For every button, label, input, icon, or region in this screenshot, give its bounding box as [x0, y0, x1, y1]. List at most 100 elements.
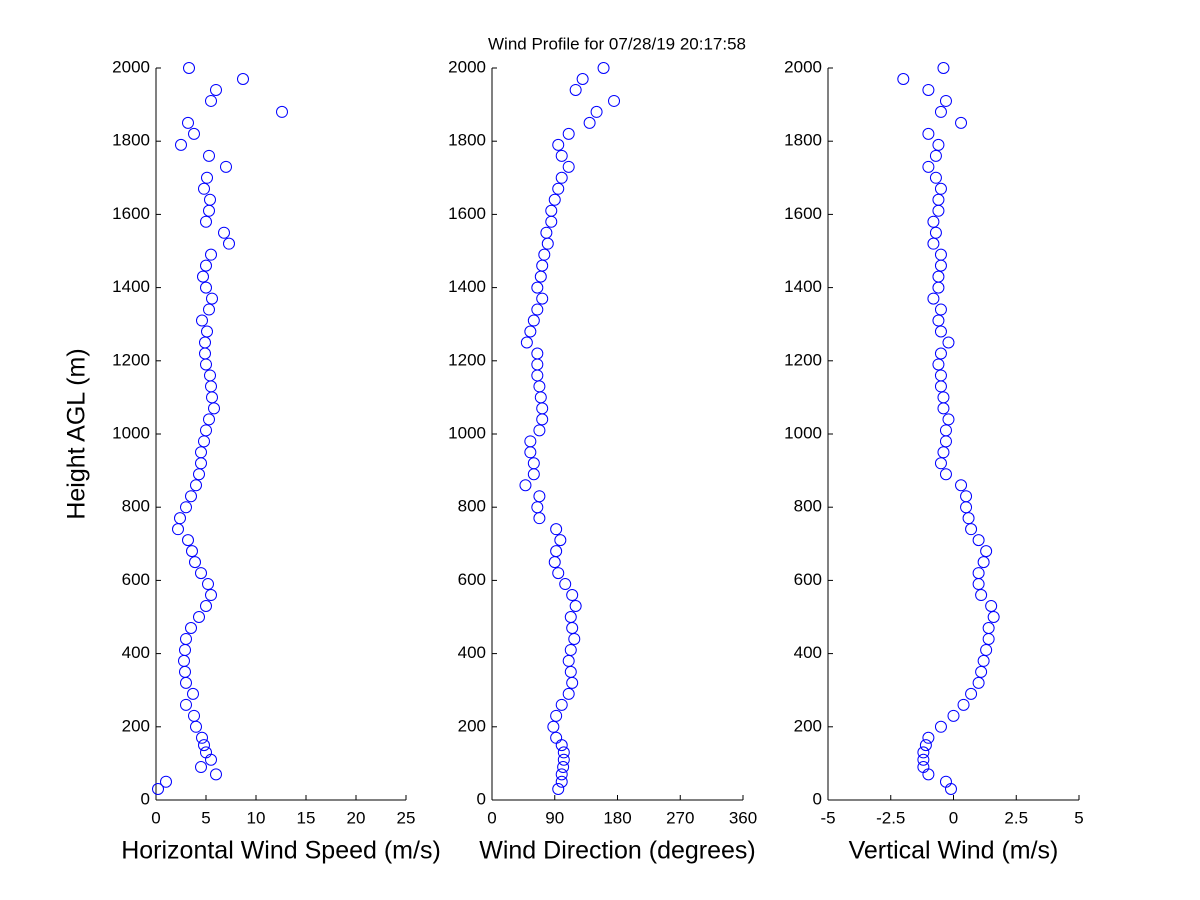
data-point — [965, 687, 978, 700]
data-point — [555, 768, 568, 781]
y-tick-label: 1600 — [112, 204, 150, 223]
data-point — [538, 248, 551, 261]
data-point — [188, 709, 200, 722]
y-tick-label: 1400 — [112, 277, 150, 296]
data-point — [548, 556, 561, 569]
data-point — [202, 578, 214, 591]
data-point — [597, 62, 610, 74]
data-point — [934, 303, 947, 316]
data-point — [174, 512, 186, 525]
data-point — [939, 775, 952, 788]
data-point — [960, 501, 973, 514]
data-point — [223, 237, 235, 250]
data-point — [927, 215, 940, 228]
x-tick-label: 25 — [397, 808, 416, 827]
y-tick-label: 400 — [458, 643, 486, 662]
data-point — [180, 632, 192, 645]
x-tick-label: 5 — [1074, 808, 1083, 827]
y-tick-label: 1400 — [784, 277, 822, 296]
data-point — [536, 413, 549, 426]
y-tick-label: 2000 — [448, 57, 486, 76]
x-tick-label: 0 — [487, 808, 496, 827]
data-point — [557, 761, 570, 774]
data-point — [198, 435, 210, 448]
data-point — [937, 62, 950, 74]
data-point — [937, 391, 950, 404]
data-point — [203, 204, 215, 217]
data-point — [555, 171, 568, 184]
data-point — [200, 358, 212, 371]
data-point — [527, 457, 540, 470]
data-point — [185, 621, 197, 634]
data-point — [203, 149, 215, 162]
data-point — [566, 676, 579, 689]
data-point — [932, 270, 945, 283]
data-point — [608, 94, 621, 107]
data-point — [939, 94, 952, 107]
data-point — [937, 446, 950, 459]
data-point — [566, 589, 579, 602]
data-point — [524, 435, 537, 448]
data-point — [972, 676, 985, 689]
data-point — [980, 545, 993, 558]
data-point — [195, 567, 207, 580]
y-tick-label: 200 — [458, 716, 486, 735]
data-point — [972, 567, 985, 580]
data-point — [960, 490, 973, 503]
data-point — [536, 402, 549, 415]
data-point — [200, 259, 212, 272]
y-tick-label: 1800 — [784, 131, 822, 150]
data-point — [195, 457, 207, 470]
y-tick-label: 1400 — [448, 277, 486, 296]
data-point — [932, 193, 945, 206]
data-point — [897, 72, 910, 85]
data-point — [545, 204, 558, 217]
data-point — [934, 369, 947, 382]
data-point — [520, 336, 533, 349]
data-point — [934, 105, 947, 118]
data-point — [919, 739, 932, 752]
y-tick-label: 2000 — [784, 57, 822, 76]
y-tick-label: 0 — [813, 789, 822, 808]
data-point — [196, 731, 208, 744]
data-point — [152, 783, 164, 796]
y-tick-label: 600 — [458, 570, 486, 589]
data-point — [944, 783, 957, 796]
y-tick-label: 1600 — [448, 204, 486, 223]
data-point — [972, 534, 985, 547]
data-point — [552, 783, 565, 796]
data-point — [547, 720, 560, 733]
data-point — [975, 589, 988, 602]
data-point — [198, 182, 210, 195]
data-point — [237, 72, 249, 85]
data-point — [160, 775, 172, 788]
y-tick-label: 2000 — [112, 57, 150, 76]
data-point — [218, 226, 230, 239]
chart-title: Wind Profile for 07/28/19 20:17:58 — [488, 34, 746, 53]
data-point — [939, 424, 952, 437]
data-point — [531, 501, 544, 514]
data-point — [552, 567, 565, 580]
data-point — [534, 270, 547, 283]
data-point — [531, 369, 544, 382]
data-point — [977, 556, 990, 569]
data-point — [190, 720, 202, 733]
data-point — [927, 237, 940, 250]
data-point — [550, 731, 563, 744]
data-point — [198, 739, 210, 752]
data-point — [917, 753, 930, 766]
data-point — [932, 138, 945, 151]
data-point — [205, 94, 217, 107]
data-point — [180, 676, 192, 689]
data-point — [531, 303, 544, 316]
x-tick-label: 360 — [729, 808, 757, 827]
data-point — [982, 632, 995, 645]
data-point — [917, 746, 930, 759]
data-point — [987, 611, 1000, 623]
data-point — [977, 654, 990, 667]
y-tick-label: 600 — [122, 570, 150, 589]
data-point — [548, 193, 561, 206]
x-tick-label: 15 — [297, 808, 316, 827]
data-point — [182, 534, 194, 547]
x-tick-label: 5 — [201, 808, 210, 827]
